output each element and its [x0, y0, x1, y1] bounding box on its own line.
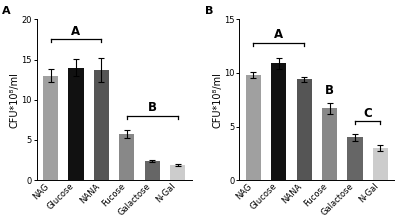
Bar	[373, 148, 388, 180]
Y-axis label: CFU*10⁸/ml: CFU*10⁸/ml	[10, 72, 20, 128]
Bar	[43, 76, 58, 180]
Text: A: A	[72, 25, 80, 38]
Text: B: B	[148, 101, 157, 114]
Bar	[296, 79, 312, 180]
Y-axis label: CFU*10⁸/ml: CFU*10⁸/ml	[212, 72, 222, 128]
Bar	[94, 70, 109, 180]
Text: B: B	[325, 84, 334, 97]
Text: C: C	[363, 107, 372, 120]
Bar	[322, 108, 337, 180]
Bar	[68, 68, 84, 180]
Bar	[170, 165, 185, 180]
Bar	[271, 63, 286, 180]
Bar	[119, 134, 134, 180]
Bar	[246, 75, 261, 180]
Text: A: A	[2, 6, 11, 17]
Text: A: A	[274, 28, 283, 41]
Bar	[348, 137, 363, 180]
Text: B: B	[205, 6, 214, 17]
Bar	[145, 161, 160, 180]
